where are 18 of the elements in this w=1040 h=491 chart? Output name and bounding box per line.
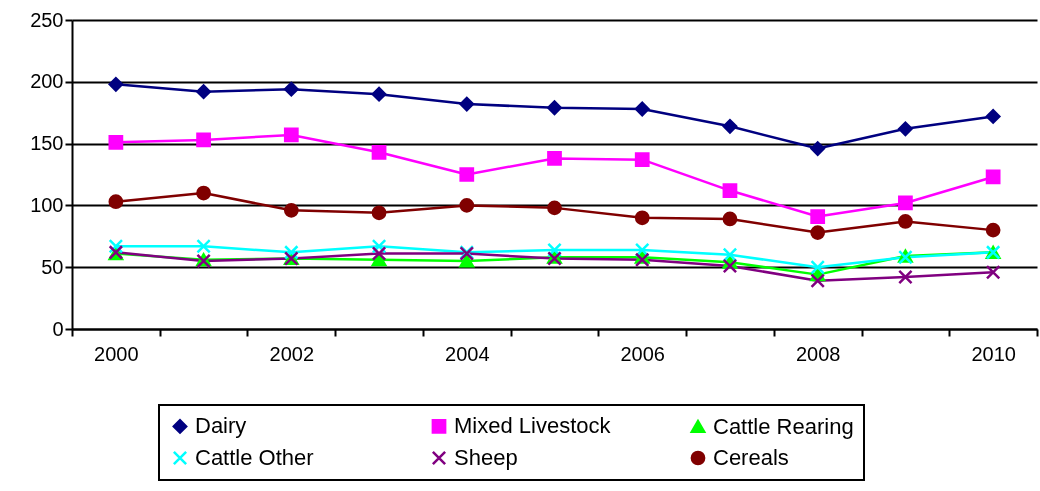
x-tick-label: 2008	[795, 342, 841, 365]
legend-label: Sheep	[454, 445, 518, 470]
y-tick-label: 250	[30, 8, 64, 31]
x-tick-label: 2004	[445, 342, 490, 365]
x-tick-label: 2010	[971, 342, 1016, 365]
y-tick-label: 150	[30, 132, 64, 155]
legend-label: Dairy	[195, 413, 247, 439]
legend-label: Cereals	[713, 445, 789, 470]
y-tick-label: 0	[52, 317, 64, 340]
x-tick-label: 2006	[620, 342, 665, 365]
y-tick-label: 50	[41, 255, 64, 278]
legend-label: Cattle Rearing	[713, 413, 854, 439]
y-tick-label: 100	[30, 193, 64, 216]
legend-label: Mixed Livestock	[454, 413, 612, 439]
x-tick-label: 2000	[94, 342, 139, 365]
x-tick-label: 2002	[269, 342, 315, 365]
y-tick-label: 200	[30, 70, 64, 93]
legend-label: Cattle Other	[195, 445, 314, 470]
